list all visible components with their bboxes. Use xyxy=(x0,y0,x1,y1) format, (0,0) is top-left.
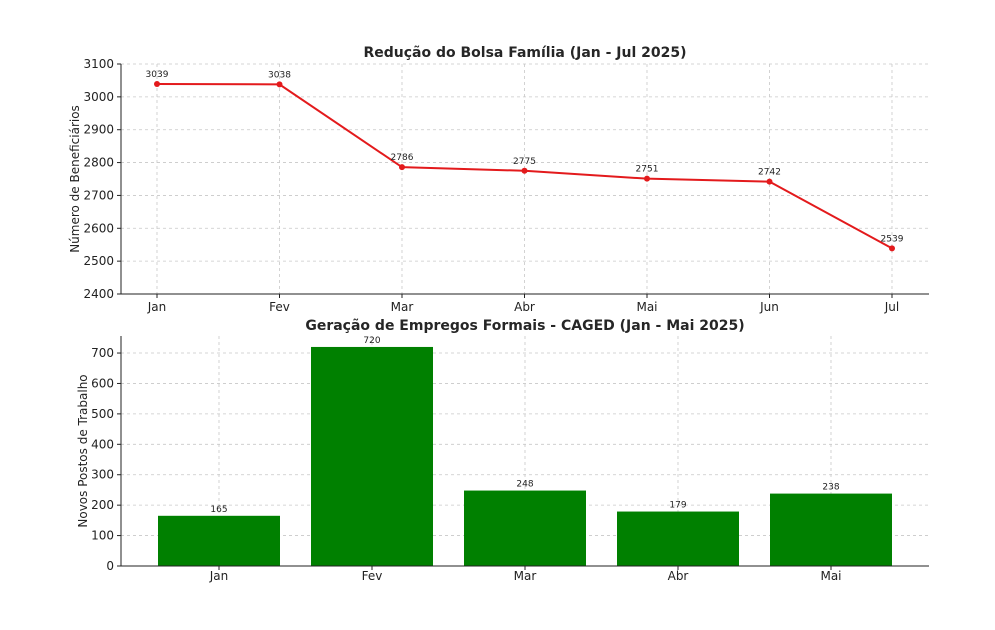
line-chart-point xyxy=(276,81,283,88)
line-chart-point xyxy=(154,81,160,88)
bar-chart-y-axis-label: Novos Postos de Trabalho xyxy=(76,374,90,527)
bar-chart-data-label: 165 xyxy=(210,505,227,515)
bar-chart-caged: Geração de Empregos Formais - CAGED (Jan… xyxy=(76,318,929,583)
line-chart-y-tick-label: 3100 xyxy=(83,57,114,71)
line-chart-point xyxy=(399,164,405,171)
line-chart-x-tick-label: Jul xyxy=(884,300,899,314)
line-chart-x-tick-label: Fev xyxy=(269,300,290,314)
bar-chart-x-tick-label: Abr xyxy=(668,569,689,583)
line-chart-data-label: 3038 xyxy=(268,70,291,80)
line-chart-x-tick-label: Jan xyxy=(147,300,167,314)
bar-chart-x-tick-label: Mar xyxy=(514,569,537,583)
line-chart-y-axis-label: Número de Beneficiários xyxy=(68,105,82,253)
bar-chart-y-tick-label: 500 xyxy=(91,407,114,421)
line-chart-x-ticks: Jan Fev Mar Abr Mai Jun Jul xyxy=(147,294,899,314)
line-chart-x-tick-label: Mai xyxy=(636,300,657,314)
bar-chart-data-labels: 165 720 248 179 238 xyxy=(210,336,839,515)
line-chart-y-tick-label: 2700 xyxy=(83,188,114,202)
line-chart-data-labels: 3039 3038 2786 2775 2751 2742 2539 xyxy=(146,70,904,244)
line-chart-point xyxy=(889,245,895,252)
line-chart-x-tick-label: Mar xyxy=(391,300,414,314)
line-chart-axes xyxy=(120,64,929,295)
bar-chart-y-tick-label: 100 xyxy=(91,529,114,543)
bar-chart-y-tick-label: 300 xyxy=(91,468,114,482)
line-chart-data-label: 2539 xyxy=(881,234,904,244)
line-chart-data-label: 2751 xyxy=(636,165,659,175)
bar-chart-y-tick-label: 400 xyxy=(91,437,114,451)
line-chart-bolsa-familia: Redução do Bolsa Família (Jan - Jul 2025… xyxy=(68,45,929,314)
line-chart-title: Redução do Bolsa Família (Jan - Jul 2025… xyxy=(363,45,686,61)
line-chart-data-label: 2742 xyxy=(758,168,781,178)
bar-chart-data-label: 248 xyxy=(516,480,533,490)
bar-chart-y-tick-label: 700 xyxy=(91,346,114,360)
line-chart-data-label: 2775 xyxy=(513,157,536,167)
line-chart-y-tick-label: 3000 xyxy=(83,90,114,104)
line-chart-y-tick-label: 2600 xyxy=(83,221,114,235)
line-chart-y-tick-label: 2400 xyxy=(83,287,114,301)
bar-chart-y-tick-label: 200 xyxy=(91,498,114,512)
line-chart-y-tick-label: 2800 xyxy=(83,156,114,170)
bar-chart-bar xyxy=(617,511,739,566)
bar-chart-bar xyxy=(770,493,892,566)
bar-chart-x-ticks: Jan Fev Mar Abr Mai xyxy=(209,566,842,583)
bar-chart-data-label: 720 xyxy=(363,336,380,346)
bar-chart-x-tick-label: Fev xyxy=(362,569,383,583)
line-chart-x-tick-label: Jun xyxy=(759,300,779,314)
line-chart-series xyxy=(154,81,895,252)
bar-chart-x-tick-label: Mai xyxy=(820,569,841,583)
line-chart-data-label: 3039 xyxy=(146,70,169,80)
line-chart-data-label: 2786 xyxy=(391,153,414,163)
bar-chart-y-tick-label: 0 xyxy=(106,559,114,573)
line-chart-grid xyxy=(121,63,929,295)
bar-chart-data-label: 238 xyxy=(822,483,839,493)
bar-chart-title: Geração de Empregos Formais - CAGED (Jan… xyxy=(305,318,744,334)
bar-chart-data-label: 179 xyxy=(669,501,686,511)
bar-chart-y-ticks: 0 100 200 300 400 500 600 700 xyxy=(91,346,121,573)
line-chart-y-tick-label: 2900 xyxy=(83,123,114,137)
line-chart-point xyxy=(766,178,773,185)
bar-chart-bars xyxy=(158,346,892,566)
bar-chart-bar xyxy=(158,515,280,566)
bar-chart-y-tick-label: 600 xyxy=(91,376,114,390)
line-chart-y-tick-label: 2500 xyxy=(83,254,114,268)
line-chart-x-tick-label: Abr xyxy=(514,300,535,314)
bar-chart-x-tick-label: Jan xyxy=(209,569,229,583)
line-chart-y-ticks: 2400 2500 2600 2700 2800 2900 3000 3100 xyxy=(83,57,121,301)
line-chart-point xyxy=(521,167,528,174)
bar-chart-bar xyxy=(464,490,586,566)
line-chart-point xyxy=(644,175,650,182)
bar-chart-bar xyxy=(311,346,433,566)
